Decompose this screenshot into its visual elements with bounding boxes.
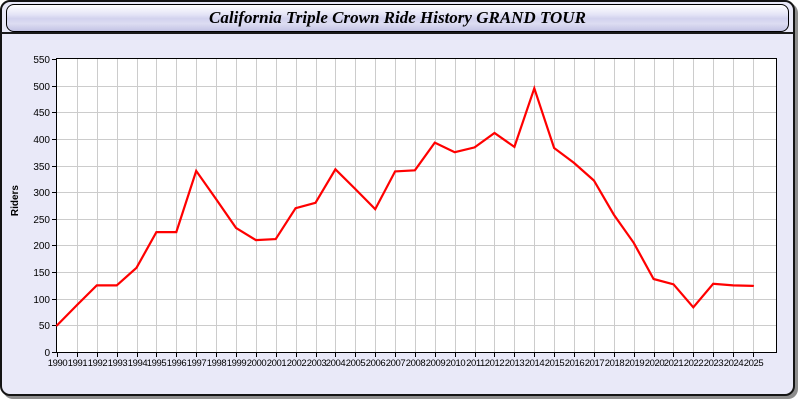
- x-tick-label: 1992: [88, 358, 108, 369]
- x-tick-label: 2007: [386, 358, 406, 369]
- x-tick-label: 2008: [406, 358, 426, 369]
- chart-title-bar: California Triple Crown Ride History GRA…: [6, 4, 789, 32]
- x-tick-label: 2017: [585, 358, 605, 369]
- y-tick-label: 0: [44, 348, 50, 359]
- x-tick-label: 2024: [724, 358, 744, 369]
- x-tick-label: 1998: [207, 358, 227, 369]
- x-tick-label: 2000: [247, 358, 267, 369]
- x-tick-label: 2012: [485, 358, 505, 369]
- y-tick-label: 500: [33, 82, 50, 93]
- x-tick-label: 1999: [227, 358, 247, 369]
- y-tick-label: 100: [33, 295, 50, 306]
- x-tick-label: 2020: [645, 358, 665, 369]
- y-tick-label: 50: [39, 321, 51, 332]
- x-tick-label: 2018: [605, 358, 625, 369]
- x-tick-label: 2014: [525, 358, 545, 369]
- y-tick-label: 150: [33, 268, 50, 279]
- y-tick-label: 450: [33, 108, 50, 119]
- x-tick-label: 2016: [565, 358, 585, 369]
- x-tick-label: 1990: [48, 358, 68, 369]
- plot-area: [52, 58, 777, 357]
- x-tick-label: 1995: [147, 358, 167, 369]
- x-tick-label: 2001: [267, 358, 287, 369]
- y-tick-label: 200: [33, 241, 50, 252]
- y-tick-label: 400: [33, 135, 50, 146]
- x-tick-label: 2009: [426, 358, 446, 369]
- page-title: California Triple Crown Ride History GRA…: [209, 8, 586, 27]
- x-tick-label: 2025: [744, 358, 764, 369]
- x-tick-label: 2003: [307, 358, 327, 369]
- x-tick-label: 1994: [128, 358, 148, 369]
- x-tick-label: 2004: [326, 358, 346, 369]
- x-tick-label: 2006: [366, 358, 386, 369]
- x-tick-label: 1993: [108, 358, 128, 369]
- x-tick-label: 2010: [446, 358, 466, 369]
- x-tick-label: 2021: [664, 358, 684, 369]
- x-tick-label: 2019: [625, 358, 645, 369]
- y-tick-label: 350: [33, 162, 50, 173]
- riders-line-series: [55, 84, 755, 327]
- x-tick-label: 2005: [346, 358, 366, 369]
- x-tick-label: 2013: [505, 358, 525, 369]
- plot-background: [56, 58, 777, 353]
- x-tick-label: 2022: [684, 358, 704, 369]
- x-tick-label: 1991: [68, 358, 88, 369]
- x-tick-label: 1996: [167, 358, 187, 369]
- y-tick-label: 300: [33, 188, 50, 199]
- y-tick-label: 250: [33, 215, 50, 226]
- x-tick-label: 2002: [287, 358, 307, 369]
- x-tick-label: 2011: [466, 358, 485, 369]
- x-tick-label: 2023: [704, 358, 724, 369]
- x-tick-label: 2015: [545, 358, 565, 369]
- x-tick-label: 1997: [187, 358, 207, 369]
- y-tick-label: 550: [33, 55, 50, 66]
- header-divider: [1, 32, 794, 34]
